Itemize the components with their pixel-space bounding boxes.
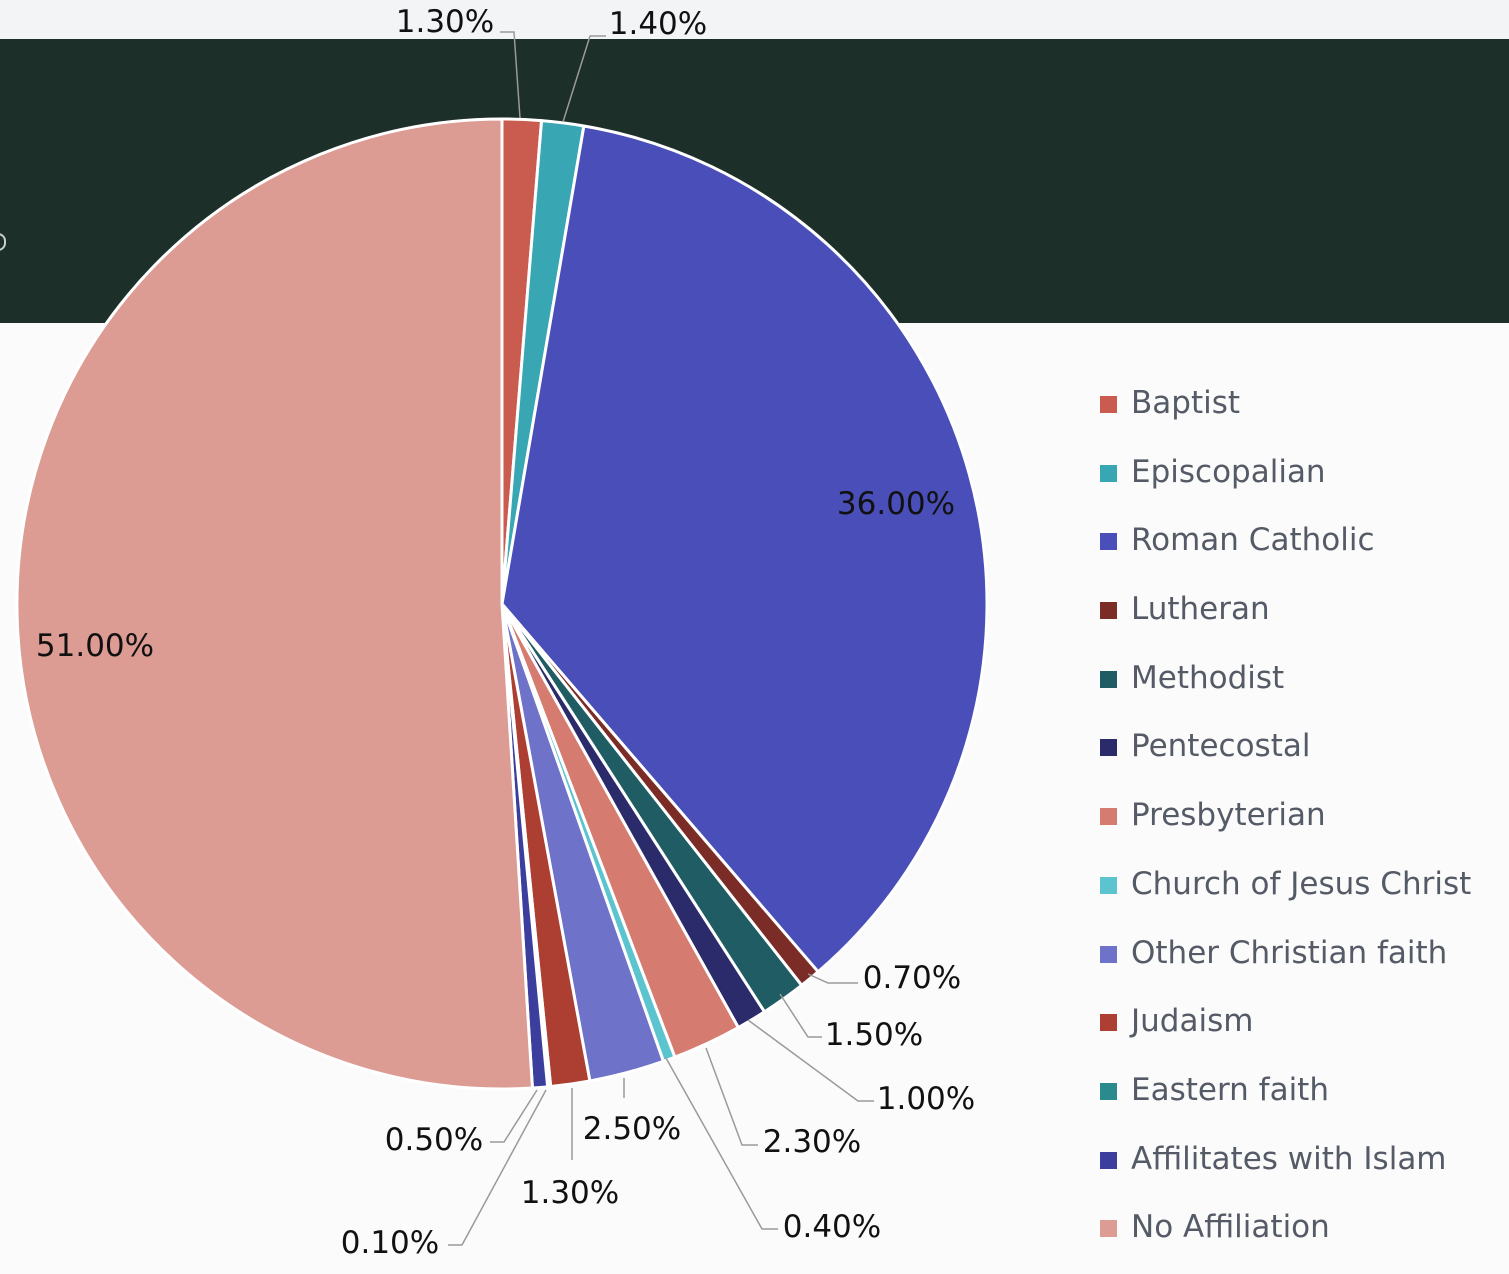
leader-lines [448,31,874,1246]
pie-slice-no-affiliation[interactable] [15,117,534,1091]
legend-swatch [1100,602,1117,620]
legend-item[interactable]: Eastern faith [1100,1068,1471,1137]
legend-label: No Affiliation [1131,1209,1330,1246]
legend-item[interactable]: Presbyterian [1100,793,1471,862]
legend-item[interactable]: No Affiliation [1100,1205,1471,1274]
data-label: 1.30% [521,1175,619,1211]
legend-swatch [1100,739,1117,757]
legend-label: Baptist [1131,385,1241,421]
leader-line [562,35,606,123]
legend-item[interactable]: Lutheran [1100,587,1471,656]
legend-item[interactable]: Other Christian faith [1100,931,1471,1000]
legend-item[interactable]: Episcopalian [1100,450,1471,519]
legend-item[interactable]: Methodist [1100,656,1471,725]
data-label: 2.30% [763,1124,861,1160]
data-label: 51.00% [36,628,154,664]
pie-slice-roman-catholic[interactable] [500,124,989,974]
legend-swatch [1100,464,1117,482]
legend-label: Lutheran [1131,591,1270,628]
data-label: 2.50% [583,1111,681,1147]
legend-label: Methodist [1131,659,1285,696]
leader-line [448,1089,547,1246]
legend-label: Roman Catholic [1131,522,1375,559]
data-label: 1.50% [825,1017,923,1053]
legend-swatch [1100,670,1117,688]
data-label: 36.00% [837,486,955,522]
data-label: 0.50% [385,1122,483,1158]
legend: Baptist Episcopalian Roman Catholic Luthera… [1100,381,1471,1274]
legend-label: Presbyterian [1131,797,1326,834]
legend-item[interactable]: Church of Jesus Christ [1100,862,1471,931]
legend-label: Judaism [1131,1003,1254,1040]
pie-slices [15,117,989,1091]
data-label: 0.10% [341,1225,439,1258]
top-strip [0,0,1509,39]
legend-label: Affilitates with Islam [1131,1140,1447,1177]
legend-item[interactable]: Baptist [1100,381,1471,450]
legend-swatch [1100,1014,1117,1032]
leader-line [705,1047,758,1146]
legend-swatch [1100,1082,1117,1100]
legend-label: Episcopalian [1131,453,1326,490]
legend-swatch [1100,1151,1117,1169]
legend-swatch [1100,945,1117,963]
legend-item[interactable]: Pentecostal [1100,724,1471,793]
leader-line [490,1089,538,1143]
legend-item[interactable]: Judaism [1100,999,1471,1068]
data-label: 0.70% [863,960,961,996]
legend-label: Pentecostal [1131,728,1311,765]
data-labels: 1.30% 1.40% 36.00% 0.70% 1.50% 1.00% 2.30% 0.40… [36,4,975,1258]
legend-item[interactable]: Roman Catholic [1100,518,1471,587]
legend-label: Church of Jesus Christ [1131,865,1472,902]
leader-line [807,973,858,984]
legend-item[interactable]: Affilitates with Islam [1100,1137,1471,1206]
legend-swatch [1100,808,1117,826]
legend-swatch [1100,396,1117,413]
data-label: 1.30% [396,4,494,40]
leader-line [747,1019,874,1102]
data-label: 0.40% [783,1209,881,1245]
leader-line [500,31,521,119]
legend-swatch [1100,533,1117,551]
legend-swatch [1100,1220,1117,1238]
leader-line [665,1057,778,1230]
legend-label: Other Christian faith [1131,934,1448,971]
leader-line [779,993,822,1038]
legend-label: Eastern faith [1131,1071,1329,1108]
data-label: 1.40% [609,6,707,42]
legend-swatch [1100,876,1117,894]
data-label: 1.00% [877,1081,975,1117]
